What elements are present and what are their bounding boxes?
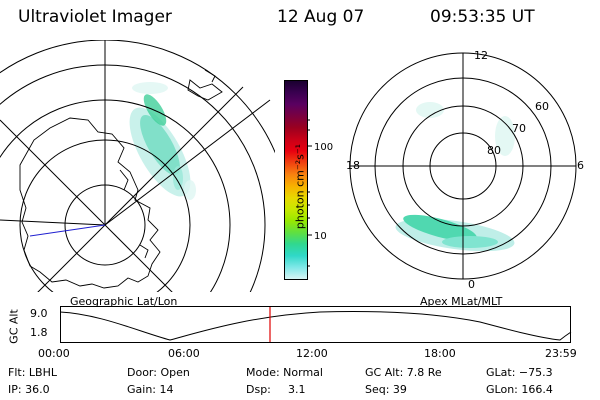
colorbar — [284, 80, 308, 280]
gain-info: Gain: 14 — [127, 383, 174, 396]
dsp-label: Dsp: — [246, 383, 271, 396]
time-tick-0600: 06:00 — [168, 347, 200, 360]
lat-label-70: 70 — [512, 122, 526, 135]
colorbar-unit-label: photon cm⁻²s⁻¹ — [293, 143, 307, 230]
filter-info: Flt: LBHL — [8, 366, 57, 379]
date-label: 12 Aug 07 — [277, 7, 365, 27]
lat-label-60: 60 — [535, 100, 549, 113]
lat-label-80: 80 — [487, 144, 501, 157]
magnetic-polar-plot: 12 0 18 6 60 70 80 — [346, 49, 584, 291]
colorbar-tick-10: 10 — [314, 231, 327, 242]
seq-info: Seq: 39 — [365, 383, 407, 396]
colorbar-ticks: 100 10 — [307, 119, 333, 267]
alt-plot-ylabel: GC Alt — [7, 309, 21, 344]
geographic-map — [0, 40, 275, 292]
time-tick-1800: 18:00 — [424, 347, 456, 360]
magnetic-map-label: Apex MLat/MLT — [420, 295, 503, 308]
time-label: 09:53:35 UT — [430, 7, 535, 27]
time-tick-2359: 23:59 — [545, 347, 577, 360]
coastline-north — [187, 79, 223, 101]
alt-tick-low: 1.8 — [30, 326, 48, 339]
time-tick-1200: 12:00 — [296, 347, 328, 360]
mlt-label-6: 6 — [577, 159, 584, 172]
colorbar-tick-100: 100 — [314, 142, 333, 153]
glat-info: GLat: −75.3 — [486, 366, 553, 379]
ip-info: IP: 36.0 — [8, 383, 50, 396]
coastline — [19, 117, 161, 289]
mlt-label-18: 18 — [346, 159, 360, 172]
door-info: Door: Open — [127, 366, 190, 379]
geographic-map-label: Geographic Lat/Lon — [70, 295, 178, 308]
time-tick-0000: 00:00 — [38, 347, 70, 360]
gc-alt-info: GC Alt: 7.8 Re — [365, 366, 442, 379]
mlt-label-0: 0 — [468, 278, 475, 291]
mlt-label-12: 12 — [474, 49, 488, 62]
glon-info: GLon: 166.4 — [486, 383, 553, 396]
instrument-title: Ultraviolet Imager — [18, 7, 172, 27]
altitude-plot — [60, 306, 572, 343]
aurora-oval — [395, 102, 515, 252]
dsp-value: 3.1 — [288, 383, 306, 396]
mode-info: Mode: Normal — [246, 366, 323, 379]
alt-tick-high: 9.0 — [30, 307, 48, 320]
altitude-curve — [60, 310, 572, 341]
